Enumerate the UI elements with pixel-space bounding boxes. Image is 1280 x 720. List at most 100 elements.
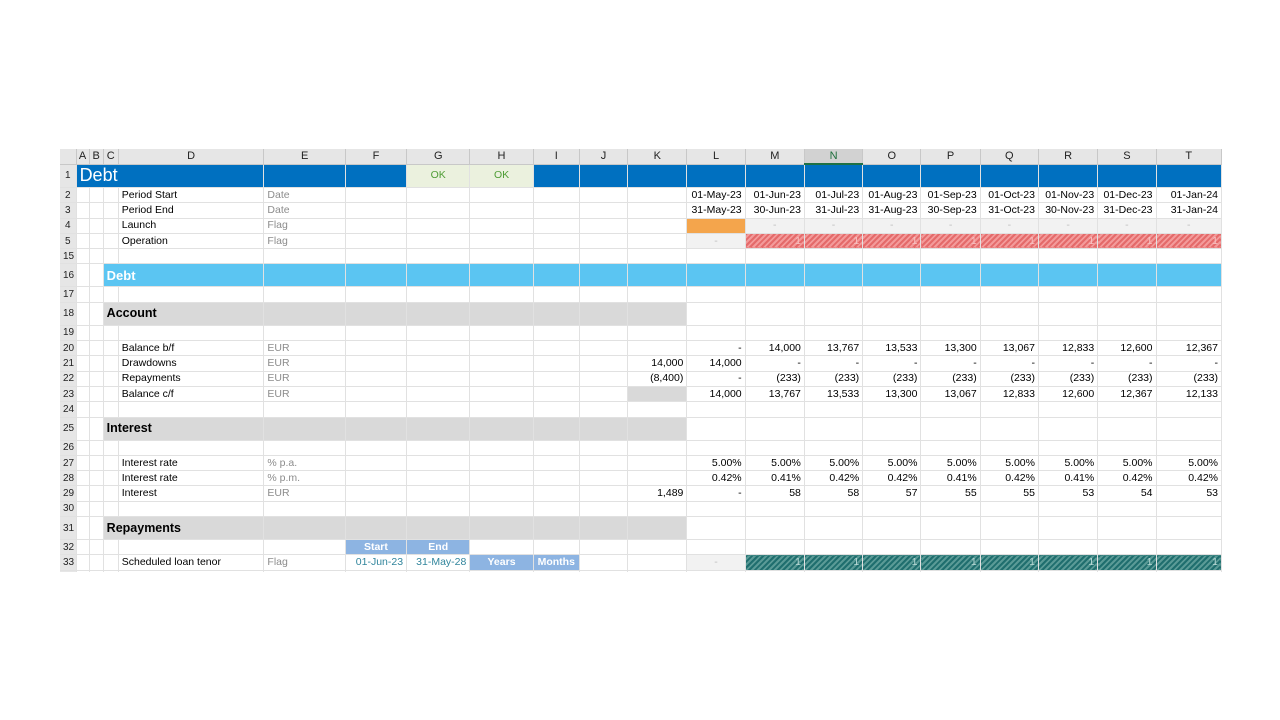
cell[interactable] [1097,401,1157,418]
cell[interactable] [89,371,104,387]
column-header-f[interactable]: F [345,149,408,165]
cell[interactable] [103,248,119,265]
cell[interactable] [1038,248,1099,265]
cell[interactable] [533,440,580,456]
cell[interactable] [406,417,471,441]
period-value-cell[interactable]: 233 [804,570,864,572]
column-header-g[interactable]: G [406,149,471,165]
cell[interactable] [1097,539,1157,556]
cell[interactable] [345,263,408,288]
cell[interactable] [89,470,104,487]
cell[interactable] [686,501,746,518]
cell[interactable] [920,164,981,188]
cell[interactable] [1038,501,1099,518]
period-value-cell[interactable]: 30-Jun-23 [745,202,805,219]
cell[interactable] [406,440,471,456]
launch-flag-cell[interactable]: - [1156,218,1222,234]
cell[interactable] [469,539,534,556]
row-number[interactable]: 26 [60,440,77,456]
operation-flag-cell[interactable]: 1 [745,233,805,250]
cell[interactable] [980,286,1039,303]
cell[interactable] [89,455,104,472]
cell[interactable] [76,539,90,556]
cell[interactable] [579,325,629,342]
cell[interactable] [76,286,90,303]
cell[interactable] [89,233,104,250]
period-value-cell[interactable]: (233) [1097,371,1157,387]
cell[interactable] [1038,516,1099,541]
cell[interactable] [345,516,408,541]
cell[interactable] [579,440,629,456]
cell[interactable] [89,401,104,418]
cell[interactable] [89,386,104,403]
unit-cell[interactable]: Flag [263,218,346,234]
cell[interactable] [103,340,119,357]
cell[interactable] [76,516,90,541]
cell[interactable] [1156,286,1222,303]
cell[interactable] [406,501,471,518]
cell[interactable] [686,516,746,541]
cell[interactable] [533,539,580,556]
tenor-flag-cell[interactable]: 1 [745,554,805,571]
cell[interactable] [627,516,688,541]
cell[interactable] [103,455,119,472]
cell[interactable] [89,516,104,541]
section-heading-repayments[interactable]: Repayments [103,516,265,541]
cell[interactable] [980,302,1039,326]
period-value-cell[interactable]: 5.00% [745,455,805,472]
row-label[interactable]: Balance c/f [118,386,265,403]
unit-cell[interactable]: EUR [263,355,346,372]
cell[interactable] [804,417,864,441]
period-value-cell[interactable]: - [980,355,1039,372]
row-number[interactable]: 30 [60,501,77,518]
cell[interactable] [345,286,408,303]
period-value-cell[interactable]: 5.00% [1156,455,1222,472]
tenor-flag-cell[interactable]: 1 [980,554,1039,571]
row-number[interactable]: 17 [60,286,77,303]
cell[interactable] [76,187,90,204]
period-value-cell[interactable]: 0.42% [1156,470,1222,487]
period-value-cell[interactable]: 57 [862,485,922,502]
cell[interactable] [533,417,580,441]
cell[interactable] [862,302,922,326]
column-header-o[interactable]: O [862,149,922,165]
period-value-cell[interactable]: 5.00% [980,455,1039,472]
cell[interactable] [406,401,471,418]
period-value-cell[interactable]: 0.41% [1038,470,1099,487]
cell[interactable] [980,417,1039,441]
cell[interactable] [862,539,922,556]
cell[interactable] [533,386,580,403]
cell[interactable] [76,401,90,418]
cell[interactable] [627,202,688,219]
cell[interactable] [345,455,408,472]
cell[interactable] [1097,248,1157,265]
row-number[interactable]: 23 [60,386,77,403]
cell[interactable] [76,218,90,234]
cell[interactable] [406,302,471,326]
cell[interactable] [745,302,805,326]
cell[interactable] [89,248,104,265]
row-number[interactable]: 22 [60,371,77,387]
cell[interactable] [103,286,119,303]
cell[interactable] [745,263,805,288]
operation-flag-cell[interactable]: 1 [804,233,864,250]
period-value-cell[interactable]: 13,533 [804,385,864,403]
cell[interactable] [579,371,629,387]
total-cell[interactable]: 14,000 [627,355,688,372]
cell[interactable] [533,286,580,303]
cell[interactable] [533,501,580,518]
cell[interactable] [980,440,1039,456]
cell[interactable] [469,218,534,234]
cell[interactable] [469,386,534,403]
period-value-cell[interactable]: - [686,570,746,572]
cell[interactable] [469,355,534,372]
cell[interactable] [1038,164,1099,188]
cell[interactable] [533,516,580,541]
period-value-cell[interactable]: 53 [1038,485,1099,502]
period-value-cell[interactable]: 31-Jan-24 [1156,202,1222,219]
cell[interactable] [804,440,864,456]
period-value-cell[interactable]: 13,300 [920,340,981,357]
cell[interactable] [406,187,471,204]
cell[interactable] [103,554,119,571]
cell[interactable] [980,501,1039,518]
